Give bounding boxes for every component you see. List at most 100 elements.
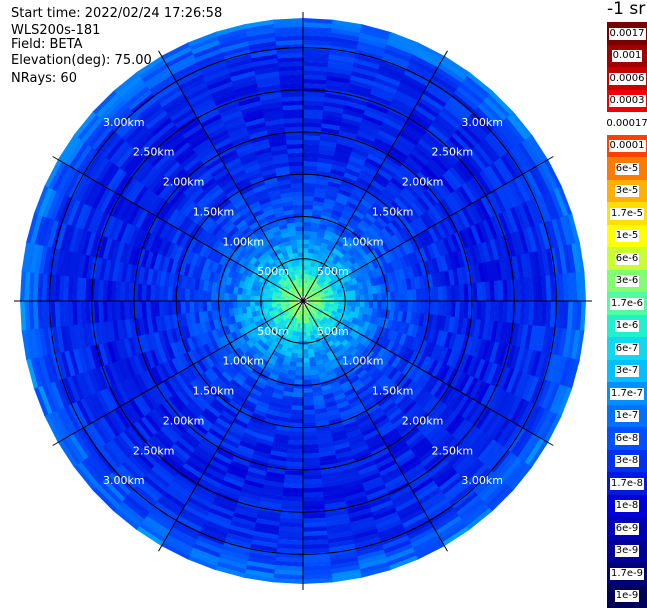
- range-gate-cell: [287, 435, 303, 441]
- range-gate-cell: [171, 357, 182, 374]
- range-gate-cell: [393, 343, 404, 357]
- range-gate-cell: [438, 63, 466, 84]
- range-gate-cell: [308, 289, 313, 294]
- range-gate-cell: [154, 300, 160, 317]
- range-gate-cell: [253, 228, 264, 238]
- range-gate-cell: [347, 197, 361, 207]
- range-gate-cell: [344, 342, 353, 351]
- range-gate-cell: [370, 410, 386, 423]
- range-gate-cell: [452, 251, 462, 269]
- range-gate-cell: [437, 200, 451, 219]
- range-gate-cell: [377, 129, 398, 143]
- range-gate-cell: [129, 318, 137, 338]
- range-gate-cell: [521, 375, 536, 402]
- range-gate-cell: [298, 260, 304, 266]
- range-gate-cell: [302, 483, 323, 489]
- range-gate-cell: [293, 308, 298, 313]
- range-gate-cell: [431, 314, 438, 330]
- range-gate-cell: [514, 230, 525, 256]
- range-gate-cell: [274, 166, 290, 173]
- range-gate-cell: [73, 252, 82, 278]
- range-gate-cell: [513, 205, 528, 231]
- range-gate-cell: [280, 298, 285, 301]
- range-gate-cell: [245, 339, 255, 349]
- range-gate-cell: [317, 437, 333, 445]
- azimuth-spoke: [302, 156, 554, 302]
- range-gate-cell: [267, 297, 273, 301]
- range-gate-cell: [506, 233, 517, 258]
- range-gate-cell: [323, 307, 329, 313]
- range-gate-cell: [297, 287, 301, 293]
- range-gate-cell: [461, 183, 478, 204]
- range-gate-cell: [475, 172, 493, 195]
- range-gate-cell: [541, 381, 556, 411]
- range-gate-cell: [221, 201, 234, 214]
- range-gate-cell: [309, 285, 314, 290]
- range-gate-cell: [264, 413, 279, 421]
- range-gate-cell: [412, 235, 424, 250]
- range-gate-cell: [468, 467, 491, 490]
- range-gate-cell: [478, 409, 496, 433]
- range-gate-cell: [361, 476, 383, 488]
- range-gate-cell: [401, 512, 428, 529]
- range-gate-cell: [229, 460, 250, 472]
- range-gate-cell: [562, 273, 569, 303]
- range-gate-cell: [357, 418, 373, 430]
- range-gate-cell: [51, 326, 61, 354]
- range-gate-cell: [436, 435, 456, 454]
- range-gate-cell: [37, 299, 44, 329]
- range-gate-cell: [536, 410, 554, 440]
- range-gate-cell: [445, 169, 463, 189]
- range-gate-cell: [190, 335, 200, 350]
- range-gate-cell: [226, 161, 244, 173]
- range-gate-cell: [297, 344, 303, 350]
- range-gate-cell: [354, 181, 370, 192]
- range-gate-cell: [323, 361, 332, 369]
- range-gate-cell: [410, 201, 424, 217]
- range-gate-cell: [487, 131, 509, 156]
- range-gate-cell: [107, 472, 132, 496]
- range-gate-cell: [424, 228, 435, 245]
- range-gate-cell: [243, 213, 256, 224]
- range-gate-cell: [185, 126, 206, 143]
- range-gate-cell: [251, 53, 279, 63]
- range-gate-cell: [21, 241, 31, 272]
- range-gate-cell: [167, 530, 195, 548]
- range-gate-cell: [374, 417, 391, 430]
- range-gate-cell: [393, 216, 406, 230]
- range-gate-cell: [367, 352, 378, 363]
- range-gate-cell: [170, 258, 179, 274]
- range-gate-cell: [294, 261, 300, 267]
- range-gate-cell: [87, 154, 107, 179]
- range-gate-cell: [234, 263, 243, 273]
- colorbar-swatch: 1.7e-8: [607, 472, 647, 495]
- range-gate-cell: [211, 261, 220, 273]
- range-gate-cell: [246, 311, 253, 319]
- range-gate-cell: [313, 200, 325, 207]
- range-gate-cell: [150, 434, 169, 454]
- range-gate-cell: [249, 416, 264, 426]
- range-gate-cell: [308, 248, 315, 254]
- range-gate-cell: [502, 210, 515, 235]
- range-gate-cell: [292, 312, 297, 317]
- range-gate-cell: [277, 289, 283, 295]
- range-gate-cell: [355, 295, 361, 302]
- range-gate-cell: [54, 300, 61, 327]
- range-gate-cell: [316, 322, 322, 329]
- range-gate-cell: [272, 578, 303, 584]
- range-gate-cell: [489, 416, 507, 441]
- range-gate-cell: [347, 87, 372, 99]
- range-gate-cell: [482, 320, 490, 341]
- range-gate-cell: [374, 198, 389, 211]
- range-gate-cell: [414, 338, 424, 354]
- range-gate-cell: [162, 379, 176, 396]
- range-gate-cell: [338, 258, 346, 266]
- range-gate-cell: [263, 109, 285, 118]
- range-gate-cell: [351, 66, 378, 78]
- range-gate-cell: [38, 327, 48, 357]
- range-gate-cell: [300, 310, 302, 315]
- range-gate-cell: [308, 301, 313, 303]
- range-gate-cell: [289, 315, 294, 321]
- range-gate-cell: [315, 268, 321, 275]
- range-gate-cell: [364, 229, 375, 240]
